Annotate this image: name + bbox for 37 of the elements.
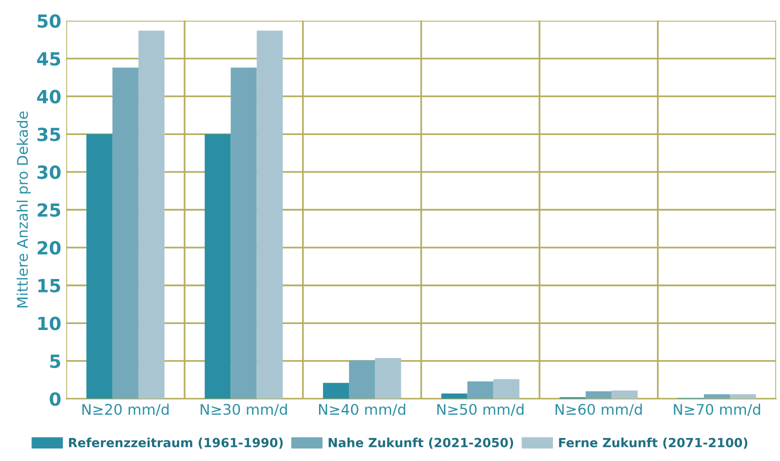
- x-tick-label: N≥20 mm/d: [82, 404, 169, 416]
- y-axis-title: Mittlere Anzahl pro Dekade: [16, 111, 31, 308]
- y-tick-label: 40: [37, 90, 61, 104]
- x-tick-label: N≥30 mm/d: [200, 404, 287, 416]
- y-tick-label: 50: [38, 14, 61, 28]
- bar: [375, 358, 402, 399]
- y-tick-label: 10: [38, 316, 61, 330]
- y-tick-label: 35: [38, 128, 60, 142]
- bar: [86, 134, 112, 399]
- bar: [730, 394, 756, 399]
- y-tick-label: 45: [37, 52, 60, 66]
- legend-label: Nahe Zukunft (2021-2050): [328, 438, 514, 449]
- bar: [204, 134, 231, 399]
- bar: [138, 30, 164, 399]
- legend-label: Ferne Zukunft (2071-2100): [559, 438, 748, 449]
- y-tick-label: 5: [50, 354, 60, 368]
- bar: [441, 393, 468, 399]
- y-tick-label: 15: [38, 279, 60, 292]
- y-tick-label: 20: [38, 241, 61, 255]
- y-tick-label: 25: [38, 203, 60, 217]
- bar: [704, 394, 730, 399]
- x-tick-label: N≥70 mm/d: [674, 404, 760, 416]
- bar: [230, 68, 257, 399]
- legend-label: Referenzzeitraum (1961-1990): [69, 438, 283, 449]
- bar: [323, 382, 350, 399]
- bar: [112, 68, 138, 399]
- bar: [586, 391, 612, 399]
- bar: [349, 360, 376, 399]
- bar: [493, 379, 520, 399]
- bar: [612, 390, 638, 399]
- x-tick-label: N≥60 mm/d: [556, 404, 642, 416]
- y-tick-label: 30: [38, 165, 61, 180]
- bar: [256, 30, 283, 399]
- x-tick-label: N≥50 mm/d: [437, 404, 524, 416]
- x-tick-label: N≥40 mm/d: [319, 404, 406, 416]
- y-tick-label: 0: [50, 392, 61, 406]
- bar: [467, 381, 494, 399]
